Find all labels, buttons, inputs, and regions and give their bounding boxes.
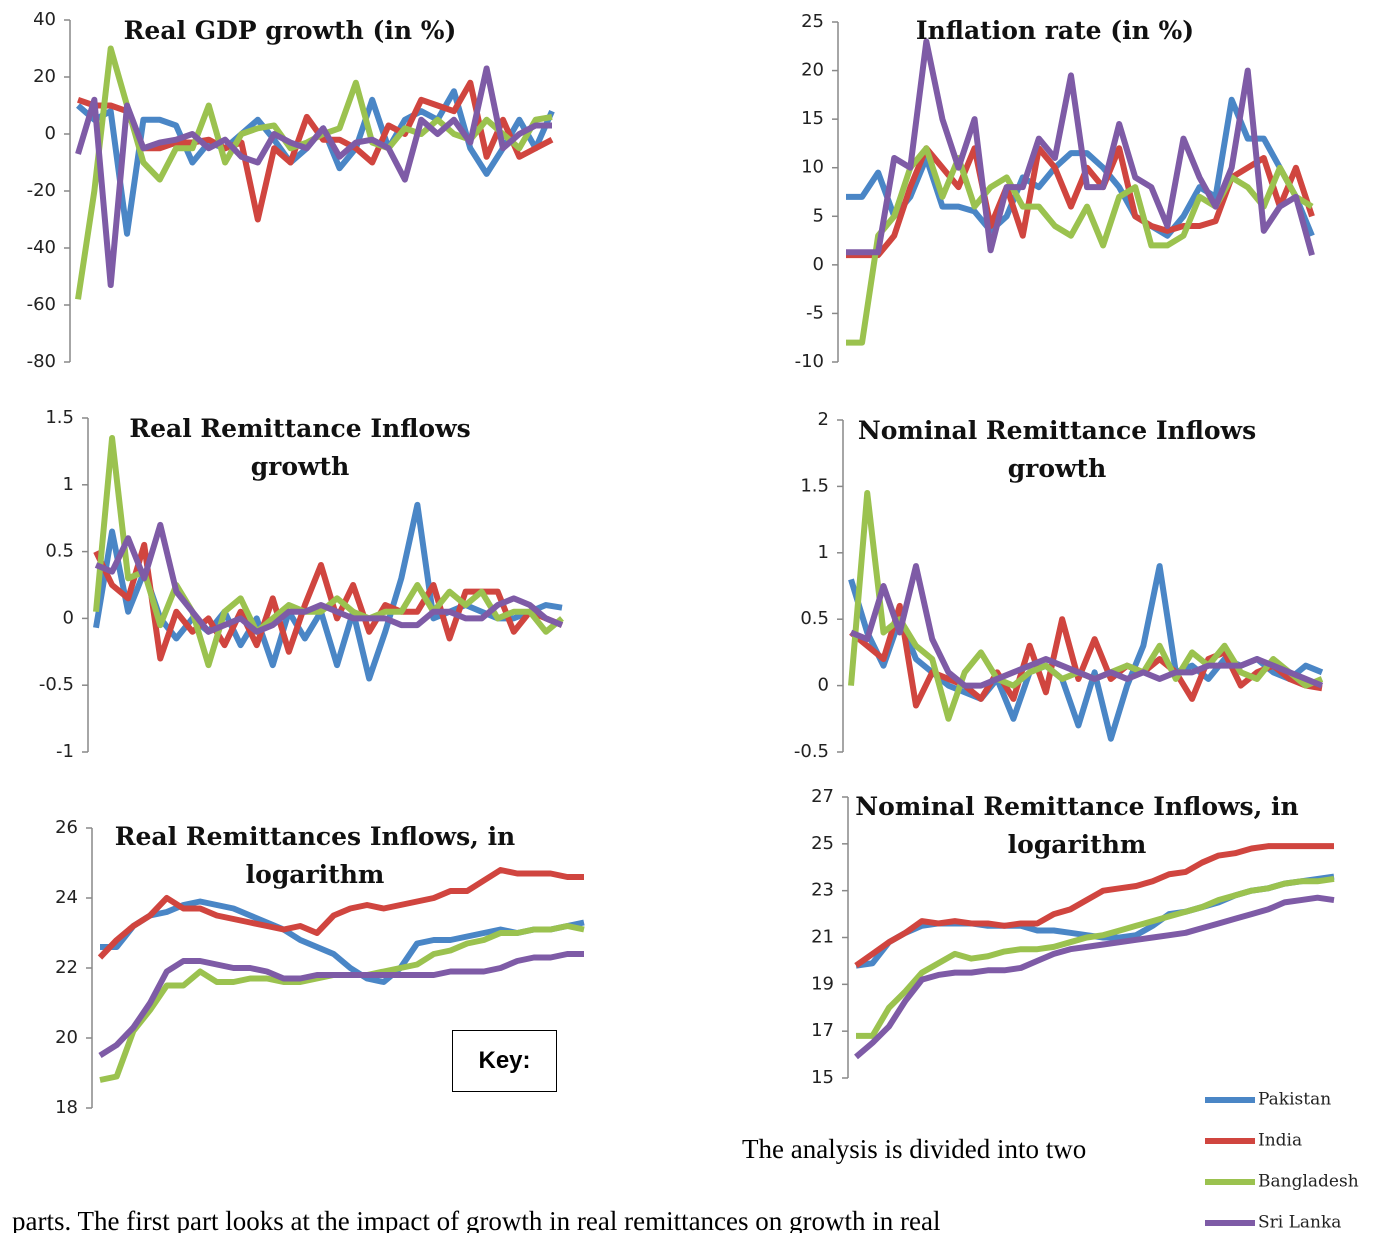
y-tick-label: 0: [45, 123, 56, 144]
series-line: [98, 951, 584, 1059]
legend-label: Sri Lanka: [1258, 1213, 1341, 1233]
series-line: [854, 894, 1335, 1060]
y-tick-label: 25: [801, 11, 824, 32]
series-line: [854, 843, 1334, 969]
y-tick-label: 5: [813, 205, 824, 226]
legend-label: Pakistan: [1258, 1090, 1331, 1110]
chart-title: Nominal Remittance Inflows, in logarithm: [855, 792, 1299, 859]
y-tick-label: 19: [811, 973, 834, 994]
y-tick-label: 2: [818, 409, 829, 430]
y-tick-label: -0.5: [39, 674, 74, 695]
legend-label: Bangladesh: [1258, 1172, 1359, 1192]
series-line: [94, 521, 564, 635]
series-line: [97, 867, 584, 960]
y-tick-label: -20: [27, 180, 56, 201]
y-tick-label: 1.5: [800, 475, 829, 496]
y-tick-label: -40: [27, 237, 56, 258]
y-tick-label: 24: [55, 887, 78, 908]
y-tick-label: -10: [795, 351, 824, 372]
y-tick-label: -0.5: [794, 741, 829, 762]
y-tick-label: 0.5: [45, 541, 74, 562]
key-box: Key:: [452, 1030, 557, 1092]
y-tick-label: 17: [811, 1020, 834, 1041]
chart-title: Real Remittances Inflows, in logarithm: [114, 822, 516, 889]
y-tick-label: 1: [818, 542, 829, 563]
y-tick-label: 23: [811, 880, 834, 901]
y-tick-label: -1: [56, 741, 74, 762]
y-tick-label: 0: [63, 607, 74, 628]
chart-title: Real Remittance Inflows growth: [129, 414, 471, 481]
y-tick-label: 20: [55, 1027, 78, 1048]
series-line: [76, 88, 555, 237]
y-tick-label: 1.5: [45, 407, 74, 428]
chart-title: Real GDP growth (in %): [123, 16, 457, 45]
y-tick-label: -60: [27, 294, 56, 315]
series-line: [846, 96, 1315, 239]
series-line: [77, 79, 554, 223]
y-tick-label: 18: [55, 1097, 78, 1118]
series-line: [846, 145, 1314, 346]
series-line: [856, 875, 1335, 1039]
y-tick-label: -80: [27, 351, 56, 372]
y-tick-label: -5: [806, 302, 824, 323]
y-tick-label: 15: [801, 108, 824, 129]
y-tick-label: 27: [811, 786, 834, 807]
chart-title: Nominal Remittance Inflows growth: [857, 416, 1257, 483]
y-tick-label: 26: [55, 817, 78, 838]
y-tick-label: 1: [63, 474, 74, 495]
body-text: parts. The first part looks at the impac…: [12, 1206, 941, 1233]
y-tick-label: 25: [811, 833, 834, 854]
series-line: [849, 563, 1324, 689]
chart-title: Inflation rate (in %): [915, 16, 1195, 45]
series-line: [846, 38, 1315, 256]
y-tick-label: 0.5: [800, 608, 829, 629]
y-tick-label: 21: [811, 927, 834, 948]
y-tick-label: 20: [801, 60, 824, 81]
series-line: [75, 65, 552, 289]
y-tick-label: 20: [33, 66, 56, 87]
series-line: [849, 602, 1323, 709]
y-tick-label: 10: [801, 157, 824, 178]
legend-label: India: [1258, 1131, 1302, 1151]
y-tick-label: 0: [813, 254, 824, 275]
body-text: The analysis is divided into two: [742, 1134, 1087, 1164]
y-tick-label: 22: [55, 957, 78, 978]
y-tick-label: 0: [818, 675, 829, 696]
y-tick-label: 15: [811, 1067, 834, 1088]
y-tick-label: 40: [33, 9, 56, 30]
series-line: [848, 490, 1324, 722]
